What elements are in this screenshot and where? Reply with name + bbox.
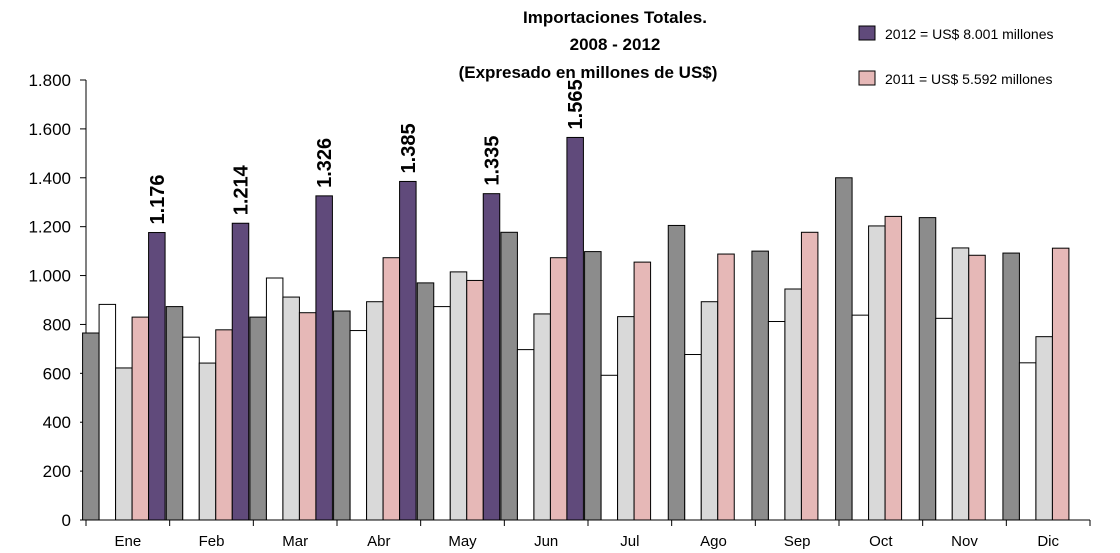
bar: [600, 374, 619, 521]
bar: [700, 301, 719, 521]
bar: [851, 314, 870, 521]
chart-title-line-1: Importaciones Totales.: [523, 8, 707, 27]
bar: [617, 316, 635, 521]
legend-swatch-2012: [858, 25, 876, 41]
bar: [249, 316, 267, 521]
x-tick-label: Abr: [367, 533, 390, 550]
y-tick-label: 1.800: [28, 71, 71, 90]
bar: [667, 224, 686, 521]
x-axis: Ene Feb Mar Abr May Jun Jul Ago Sep Oct Nov Dic: [85, 519, 1091, 550]
x-tick-label: Ago: [700, 533, 727, 550]
bar: [282, 296, 300, 521]
bar: [500, 231, 518, 521]
bar: [566, 136, 584, 521]
bar: [516, 349, 535, 521]
bar: [165, 306, 184, 521]
bar: [1051, 247, 1070, 521]
x-tick-label: Oct: [869, 533, 893, 550]
bar: [717, 253, 735, 521]
bar: [416, 282, 435, 521]
bar: [1002, 252, 1020, 521]
legend: 2012 = US$ 8.001 millones 2011 = US$ 5.5…: [858, 25, 1054, 87]
bar: [549, 257, 568, 521]
y-tick-label: 1.000: [28, 267, 71, 286]
bar: [148, 232, 166, 521]
x-tick-label: May: [448, 533, 477, 550]
legend-label-2012: 2012 = US$ 8.001 millones: [885, 26, 1054, 42]
bar: [82, 332, 100, 521]
bar: [215, 329, 233, 521]
bar: [131, 316, 150, 521]
y-tick-label: 1.400: [28, 169, 71, 188]
bar: [399, 180, 417, 521]
bar: [918, 217, 937, 521]
bar: [115, 367, 133, 521]
bar: [265, 277, 284, 521]
x-tick-label: Mar: [282, 533, 308, 550]
chart-title-line-2: 2008 - 2012: [570, 35, 661, 54]
legend-swatch-2011: [858, 70, 876, 86]
y-tick-label: 1.200: [28, 218, 71, 237]
bar: [533, 313, 551, 521]
bar: [198, 362, 217, 521]
bar: [1018, 362, 1037, 521]
x-tick-label: Ene: [114, 533, 141, 550]
bar: [968, 254, 986, 521]
data-label: 1.385: [398, 123, 420, 173]
bar: [800, 231, 819, 521]
x-tick-label: Feb: [199, 533, 225, 550]
bars: [82, 136, 1070, 521]
y-tick-label: 0: [62, 511, 71, 530]
chart-title: Importaciones Totales. 2008 - 2012 (Expr…: [459, 8, 718, 82]
data-label: 1.565: [565, 79, 587, 129]
y-tick-label: 1.600: [28, 120, 71, 139]
data-label: 1.214: [231, 164, 253, 215]
bar: [382, 257, 401, 521]
bar: [366, 301, 384, 521]
bar: [298, 312, 317, 521]
x-tick-label: Jun: [534, 533, 558, 550]
x-tick-label: Jul: [620, 533, 639, 550]
x-tick-label: Sep: [784, 533, 811, 550]
bar: [449, 271, 468, 521]
bar: [231, 222, 250, 521]
bar: [433, 306, 451, 521]
y-tick-label: 800: [43, 315, 71, 334]
x-tick-label: Nov: [951, 533, 978, 550]
bar: [767, 321, 786, 521]
bar: [784, 288, 802, 521]
bar: [315, 195, 333, 521]
bar: [182, 336, 200, 521]
data-label: 1.176: [147, 174, 169, 224]
bar: [633, 261, 652, 521]
data-label: 1.335: [482, 136, 504, 186]
bar: [482, 193, 501, 521]
legend-label-2011: 2011 = US$ 5.592 millones: [885, 71, 1052, 87]
bar: [868, 225, 886, 521]
data-label: 1.326: [314, 138, 336, 188]
bar: [333, 310, 351, 521]
bar: [884, 215, 903, 521]
bar: [1035, 336, 1053, 521]
bar: [349, 330, 368, 521]
x-tick-label: Dic: [1037, 533, 1059, 550]
y-tick-label: 600: [43, 364, 71, 383]
y-axis: 0 200 400 600 800 1.000 1.200 1.400 1.600 1.800: [28, 71, 87, 530]
data-labels: 1.176 1.214 1.326 1.385 1.335 1.565: [147, 79, 587, 224]
chart-title-line-3: (Expresado en millones de US$): [459, 63, 718, 82]
bar: [584, 251, 602, 521]
bar: [684, 354, 702, 521]
y-tick-label: 400: [43, 413, 71, 432]
bar: [98, 303, 117, 521]
bar: [751, 250, 769, 521]
bar: [466, 279, 484, 521]
bar: [835, 177, 853, 521]
bar: [951, 247, 970, 521]
y-tick-label: 200: [43, 462, 71, 481]
bar: [935, 317, 953, 521]
